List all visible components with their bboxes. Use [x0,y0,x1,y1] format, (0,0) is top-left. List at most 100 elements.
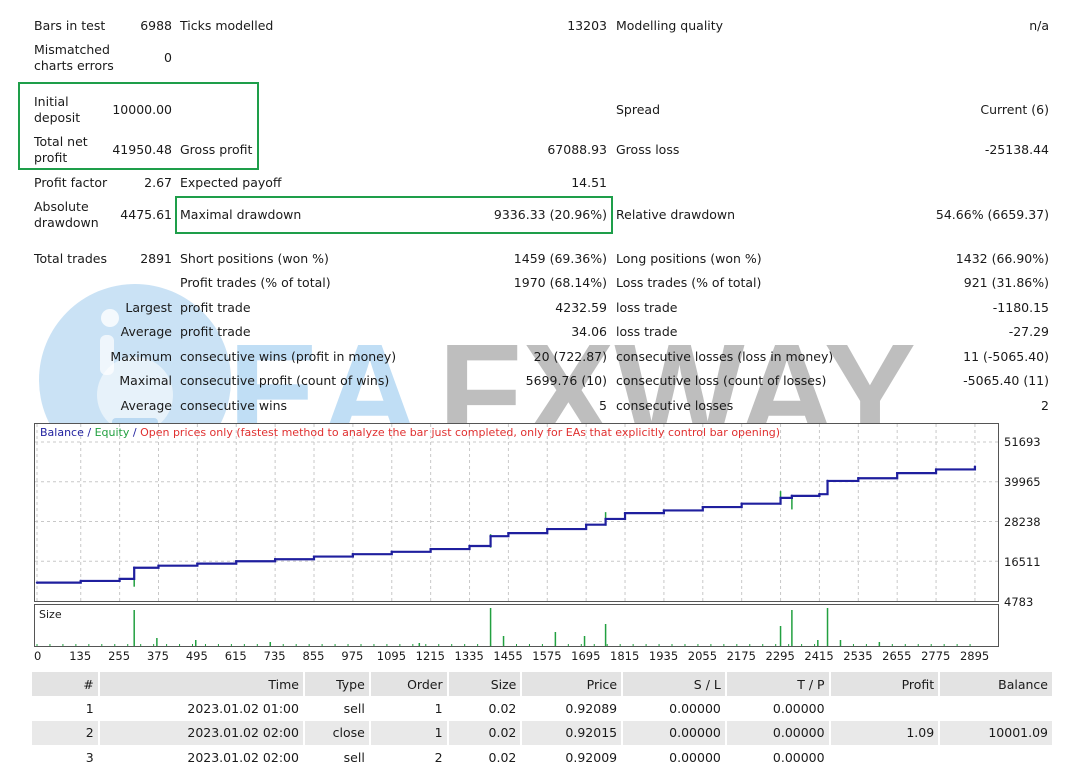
long-positions-label: Long positions (won %) [616,251,762,266]
cell-type: close [304,720,369,745]
gross-profit-label: Gross profit [180,142,253,157]
x-tick-label: 1575 [532,649,562,663]
x-tick-label: 975 [341,649,364,663]
absolute-drawdown-value: 4475.61 [120,207,172,222]
balance-point [818,492,821,496]
average-consecutive-wins-label: consecutive wins [180,398,288,413]
balance-point [934,468,938,471]
cell-size: 0.02 [488,700,517,716]
chart-legend: Balance / Equity / Open prices only (fas… [40,426,780,440]
table-header-row: # Time Type Order Size Price S / L T / P… [32,672,1052,696]
cell-balance: 10001.09 [940,720,1052,745]
modelling-quality-value: n/a [1029,18,1049,33]
maximal-drawdown-value: 9336.33 (20.96%) [493,207,607,222]
short-positions-value: 1459 (69.36%) [513,251,607,266]
largest-profit-trade-label: profit trade [180,300,251,315]
total-net-profit-value: 41950.48 [112,142,172,157]
maximal-consecutive-profit-value: 5699.76 (10) [525,373,607,388]
balance-point [546,527,549,531]
x-tick-label: 735 [263,649,286,663]
expected-payoff-label: Expected payoff [180,175,282,190]
x-tick-label: 2775 [921,649,951,663]
loss-trades-label: Loss trades (% of total) [616,275,762,290]
balance-point [662,509,666,512]
table-row[interactable]: 2 2023.01.02 02:00 close 1 0.02 0.92015 … [32,720,1052,745]
col-time[interactable]: Time [99,672,303,696]
modelling-quality-label: Modelling quality [616,18,724,33]
x-tick-label: 2895 [959,649,990,663]
legend-equity: Equity [94,426,130,439]
maximal-consecutive-loss-value: -5065.40 (11) [963,373,1049,388]
total-net-profit-label-line2: profit [34,150,68,165]
long-positions-value: 1432 (66.90%) [955,251,1049,266]
y-tick-label: 39965 [1004,475,1041,489]
average-consecutive-prefix: Average [120,398,172,413]
max-consecutive-wins-label: consecutive wins (profit in money) [180,349,397,364]
cell-price: 0.92015 [522,720,622,745]
table-row[interactable]: 1 2023.01.02 01:00 sell 1 0.02 0.92089 0… [32,696,1052,721]
gross-profit-value: 67088.93 [547,142,607,157]
loss-trades-value: 921 (31.86%) [963,275,1049,290]
x-tick-label: 495 [185,649,208,663]
highlight-box-deposit-profit [18,82,259,170]
cell-tp: 0.00000 [726,720,829,745]
col-number[interactable]: # [32,672,98,696]
balance-point [390,550,393,553]
initial-deposit-value: 10000.00 [112,102,172,117]
cell-number: 1 [85,700,94,716]
profit-trades-label: Profit trades (% of total) [180,275,331,290]
x-tick-label: 1815 [610,649,640,663]
legend-sep1: / [83,426,95,439]
average-loss-trade-label: loss trade [616,324,678,339]
total-net-profit-label-line1: Total net [34,134,88,149]
absolute-drawdown-label-line2: drawdown [34,215,99,230]
cell-size: 0.02 [488,749,517,765]
col-profit[interactable]: Profit [830,672,939,696]
balance-chart-panel [34,423,999,602]
profit-factor-value: 2.67 [144,175,172,190]
average-consecutive-losses-value: 2 [1041,398,1049,413]
mismatched-label-line1: Mismatched [34,42,110,57]
x-tick-label: 2415 [804,649,834,663]
cell-order: 1 [370,720,447,745]
max-consecutive-wins-value: 20 (722.87) [533,349,607,364]
balance-point [973,465,977,468]
balance-point [429,547,432,551]
y-tick-label: 51693 [1004,435,1041,449]
col-balance[interactable]: Balance [940,672,1052,696]
average-consecutive-wins-value: 5 [599,398,607,413]
average-profit-trade-value: 34.06 [571,324,607,339]
cell-type: sell [343,700,365,716]
maximal-prefix: Maximal [119,373,172,388]
x-tick-label: 2655 [882,649,912,663]
cell-profit [831,745,939,770]
x-tick-label: 375 [146,649,169,663]
bars-in-test-value: 6988 [140,18,172,33]
col-order[interactable]: Order [370,672,447,696]
legend-note: (fastest method to analyze the bar just … [232,426,781,439]
maximal-drawdown-label: Maximal drawdown [180,207,302,222]
balance-point [196,562,199,565]
largest-prefix: Largest [125,300,172,315]
cell-profit: 1.09 [830,720,939,745]
balance-point [790,494,794,498]
short-positions-label: Short positions (won %) [180,251,329,266]
col-price[interactable]: Price [522,672,622,696]
col-type[interactable]: Type [304,672,369,696]
cell-time: 2023.01.02 02:00 [99,720,303,745]
col-size[interactable]: Size [448,672,521,696]
total-trades-value: 2891 [140,251,172,266]
cell-sl: 0.00000 [669,749,721,765]
cell-number: 2 [32,720,98,745]
table-row[interactable]: 3 2023.01.02 02:00 sell 2 0.02 0.92009 0… [32,745,1052,770]
col-sl[interactable]: S / L [623,672,725,696]
col-tp[interactable]: T / P [726,672,829,696]
balance-point [604,517,607,521]
y-tick-label: 4783 [1004,595,1034,609]
balance-point [489,535,492,538]
relative-drawdown-label: Relative drawdown [616,207,736,222]
max-consecutive-losses-label: consecutive losses (loss in money) [616,349,834,364]
cell-sl: 0.00000 [669,700,721,716]
balance-point [779,496,782,500]
max-consecutive-losses-value: 11 (-5065.40) [963,349,1049,364]
